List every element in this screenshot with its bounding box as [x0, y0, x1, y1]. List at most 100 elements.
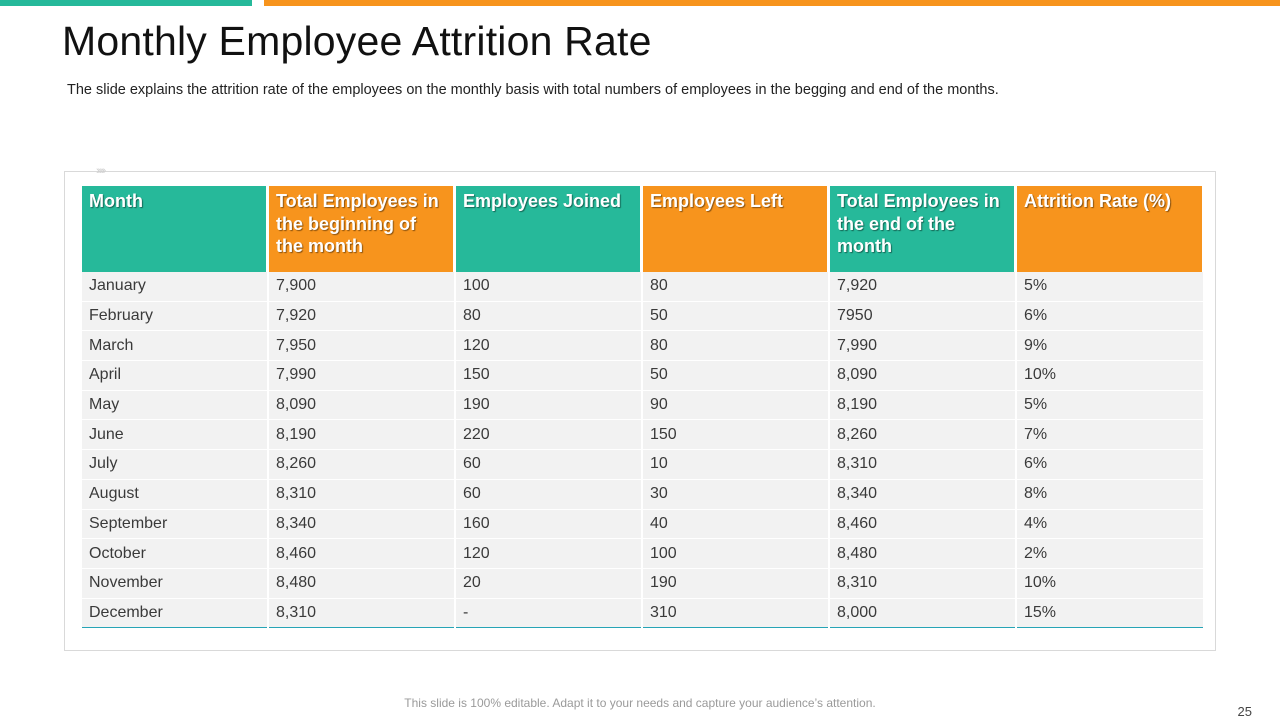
cell-total-end: 7,920 — [830, 272, 1015, 302]
cell-total-end: 8,090 — [830, 361, 1015, 391]
attrition-table: Month Total Employees in the beginning o… — [80, 186, 1205, 629]
cell-month: February — [82, 301, 267, 332]
cell-total-end: 8,000 — [830, 598, 1015, 629]
cell-total-beginning: 8,260 — [269, 450, 454, 480]
table-row: September 8,340 160 40 8,460 4% — [82, 509, 1203, 540]
cell-employees-left: 80 — [643, 331, 828, 362]
cell-attrition-rate: 2% — [1017, 539, 1203, 569]
table-row: May 8,090 190 90 8,190 5% — [82, 390, 1203, 421]
table-row: June 8,190 220 150 8,260 7% — [82, 420, 1203, 451]
cell-total-end: 7,990 — [830, 331, 1015, 362]
header-employees-joined: Employees Joined — [456, 186, 641, 272]
cell-total-beginning: 8,090 — [269, 390, 454, 421]
cell-employees-joined: 150 — [456, 361, 641, 391]
cell-employees-joined: 190 — [456, 390, 641, 421]
cell-attrition-rate: 6% — [1017, 450, 1203, 480]
cell-total-beginning: 7,920 — [269, 301, 454, 332]
accent-bar-teal — [0, 0, 252, 6]
cell-attrition-rate: 10% — [1017, 568, 1203, 599]
cell-total-beginning: 8,310 — [269, 479, 454, 510]
cell-total-end: 8,260 — [830, 420, 1015, 451]
table-row: February 7,920 80 50 7950 6% — [82, 301, 1203, 332]
page-title: Monthly Employee Attrition Rate — [62, 18, 652, 64]
cell-attrition-rate: 4% — [1017, 509, 1203, 540]
header-attrition-rate: Attrition Rate (%) — [1017, 186, 1203, 272]
cell-month: November — [82, 568, 267, 599]
footnote: This slide is 100% editable. Adapt it to… — [404, 696, 876, 710]
cell-employees-left: 100 — [643, 539, 828, 569]
cell-month: June — [82, 420, 267, 451]
cell-employees-joined: - — [456, 598, 641, 629]
header-total-beginning: Total Employees in the beginning of the … — [269, 186, 454, 272]
table-row: August 8,310 60 30 8,340 8% — [82, 479, 1203, 510]
cell-employees-joined: 120 — [456, 331, 641, 362]
cell-month: May — [82, 390, 267, 421]
table-row: March 7,950 120 80 7,990 9% — [82, 331, 1203, 362]
cell-month: September — [82, 509, 267, 540]
cell-total-end: 8,480 — [830, 539, 1015, 569]
cell-employees-joined: 60 — [456, 479, 641, 510]
cell-employees-left: 50 — [643, 361, 828, 391]
header-total-end: Total Employees in the end of the month — [830, 186, 1015, 272]
cell-attrition-rate: 10% — [1017, 361, 1203, 391]
cell-total-end: 8,460 — [830, 509, 1015, 540]
cell-attrition-rate: 5% — [1017, 272, 1203, 302]
cell-total-end: 7950 — [830, 301, 1015, 332]
cell-employees-joined: 20 — [456, 568, 641, 599]
cell-month: December — [82, 598, 267, 629]
cell-month: July — [82, 450, 267, 480]
cell-attrition-rate: 6% — [1017, 301, 1203, 332]
cell-employees-joined: 220 — [456, 420, 641, 451]
cell-total-end: 8,310 — [830, 568, 1015, 599]
accent-bar-orange — [264, 0, 1280, 6]
cell-attrition-rate: 15% — [1017, 598, 1203, 629]
cell-employees-left: 50 — [643, 301, 828, 332]
cell-total-end: 8,340 — [830, 479, 1015, 510]
cell-total-beginning: 7,950 — [269, 331, 454, 362]
cell-total-end: 8,190 — [830, 390, 1015, 421]
table-header-row: Month Total Employees in the beginning o… — [82, 186, 1203, 272]
cell-employees-joined: 80 — [456, 301, 641, 332]
cell-month: August — [82, 479, 267, 510]
page-subtitle: The slide explains the attrition rate of… — [67, 82, 999, 98]
cell-total-beginning: 7,990 — [269, 361, 454, 391]
cell-employees-joined: 100 — [456, 272, 641, 302]
cell-month: January — [82, 272, 267, 302]
table-row: November 8,480 20 190 8,310 10% — [82, 568, 1203, 599]
table-frame — [64, 171, 1216, 651]
cell-month: March — [82, 331, 267, 362]
cell-total-beginning: 8,460 — [269, 539, 454, 569]
cell-total-beginning: 8,190 — [269, 420, 454, 451]
cell-employees-left: 90 — [643, 390, 828, 421]
cell-month: October — [82, 539, 267, 569]
cell-attrition-rate: 7% — [1017, 420, 1203, 451]
table-row: December 8,310-310 8,000 15% — [82, 598, 1203, 629]
table-row: April 7,990 150 50 8,090 10% — [82, 361, 1203, 391]
cell-employees-joined: 160 — [456, 509, 641, 540]
cell-total-beginning: 8,310 — [269, 598, 454, 629]
cell-attrition-rate: 8% — [1017, 479, 1203, 510]
page-number: 25 — [1237, 704, 1252, 719]
cell-total-beginning: 8,340 — [269, 509, 454, 540]
cell-employees-left: 10 — [643, 450, 828, 480]
cell-attrition-rate: 5% — [1017, 390, 1203, 421]
cell-employees-left: 150 — [643, 420, 828, 451]
chevron-decoration-icon: ››››› — [96, 165, 106, 177]
cell-total-beginning: 8,480 — [269, 568, 454, 599]
cell-employees-left: 40 — [643, 509, 828, 540]
cell-employees-left: 310 — [643, 598, 828, 629]
cell-total-end: 8,310 — [830, 450, 1015, 480]
header-employees-left: Employees Left — [643, 186, 828, 272]
cell-employees-left: 80 — [643, 272, 828, 302]
cell-total-beginning: 7,900 — [269, 272, 454, 302]
cell-employees-joined: 60 — [456, 450, 641, 480]
table-row: January 7,900 100 80 7,920 5% — [82, 272, 1203, 302]
table-row: October 8,460 120 100 8,480 2% — [82, 539, 1203, 569]
cell-employees-left: 30 — [643, 479, 828, 510]
cell-employees-joined: 120 — [456, 539, 641, 569]
cell-attrition-rate: 9% — [1017, 331, 1203, 362]
cell-month: April — [82, 361, 267, 391]
header-month: Month — [82, 186, 267, 272]
cell-employees-left: 190 — [643, 568, 828, 599]
table-row: July 8,260 60 10 8,310 6% — [82, 450, 1203, 480]
